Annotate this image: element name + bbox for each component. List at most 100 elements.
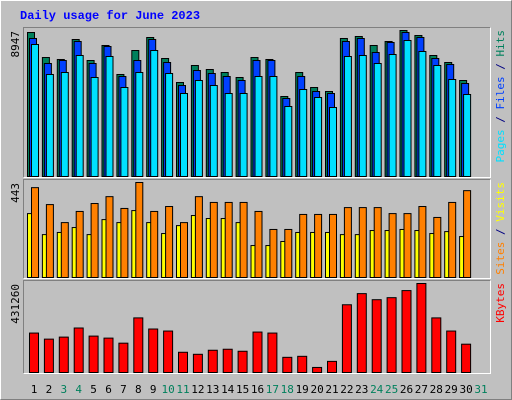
bar bbox=[388, 54, 397, 177]
bar bbox=[373, 207, 382, 278]
bar bbox=[148, 328, 159, 374]
bar bbox=[267, 332, 278, 374]
legend-entry: KBytes bbox=[494, 283, 507, 323]
bar bbox=[60, 222, 69, 278]
x-tick-label: 5 bbox=[90, 383, 97, 396]
bar bbox=[224, 201, 233, 279]
bar bbox=[194, 79, 203, 177]
legend-entry: Sites bbox=[494, 242, 507, 275]
panel-frame-dark bbox=[23, 27, 491, 178]
legend-separator: / bbox=[494, 57, 507, 77]
bar bbox=[133, 317, 144, 373]
bar bbox=[358, 207, 367, 278]
bar bbox=[45, 204, 54, 279]
x-tick-label: 18 bbox=[281, 383, 294, 396]
bar bbox=[463, 94, 472, 177]
x-tick-label: 29 bbox=[445, 383, 458, 396]
bar bbox=[165, 206, 174, 278]
bar bbox=[120, 86, 129, 177]
x-tick-label: 23 bbox=[355, 383, 368, 396]
bar bbox=[163, 330, 174, 373]
chart-title: Daily usage for June 2023 bbox=[20, 9, 200, 23]
x-tick-label: 17 bbox=[266, 383, 279, 396]
x-tick-label: 10 bbox=[161, 383, 174, 396]
x-tick-label: 8 bbox=[135, 383, 142, 396]
legend: Sites / Visits bbox=[494, 182, 507, 275]
bar bbox=[433, 65, 442, 177]
panel-frame-dark bbox=[23, 179, 491, 279]
bar bbox=[239, 93, 248, 177]
y-tick-label: 431260 bbox=[9, 284, 22, 324]
bar bbox=[31, 187, 39, 278]
panel-frame-dark bbox=[23, 280, 491, 374]
bar bbox=[31, 44, 39, 178]
x-tick-label: 11 bbox=[176, 383, 189, 396]
legend-separator: / bbox=[494, 222, 507, 242]
bar bbox=[461, 343, 472, 374]
bar bbox=[446, 330, 457, 373]
bar bbox=[356, 293, 367, 373]
x-tick-label: 3 bbox=[60, 383, 67, 396]
x-tick-label: 30 bbox=[459, 383, 472, 396]
bar bbox=[254, 76, 263, 177]
bar bbox=[45, 73, 54, 177]
bar bbox=[341, 304, 352, 374]
bar bbox=[224, 93, 233, 177]
bar bbox=[118, 342, 129, 373]
bar bbox=[58, 336, 69, 374]
x-tick-label: 31 bbox=[474, 383, 487, 396]
x-tick-label: 9 bbox=[150, 383, 157, 396]
bar bbox=[165, 72, 174, 177]
bar bbox=[269, 228, 278, 278]
panel-frame-light bbox=[23, 27, 491, 178]
bar bbox=[254, 210, 263, 278]
bar bbox=[105, 196, 114, 279]
bar bbox=[237, 350, 248, 373]
bar bbox=[343, 207, 352, 278]
bar bbox=[327, 360, 337, 374]
legend-entry: Files bbox=[494, 76, 507, 109]
bar bbox=[297, 355, 308, 374]
legend-entry: Pages bbox=[494, 129, 507, 162]
bar bbox=[299, 89, 308, 177]
x-tick-label: 26 bbox=[400, 383, 413, 396]
bar bbox=[29, 332, 39, 374]
bar bbox=[180, 222, 188, 278]
bar bbox=[433, 216, 442, 278]
x-tick-label: 6 bbox=[105, 383, 112, 396]
x-tick-label: 27 bbox=[415, 383, 428, 396]
bar bbox=[150, 50, 159, 178]
bar bbox=[463, 190, 472, 278]
x-tick-label: 28 bbox=[430, 383, 443, 396]
bar bbox=[105, 55, 114, 178]
bar bbox=[373, 62, 382, 177]
bar bbox=[239, 201, 248, 279]
panel-frames bbox=[23, 27, 491, 374]
x-tick-label: 21 bbox=[325, 383, 338, 396]
x-tick-label: 7 bbox=[120, 383, 127, 396]
bar bbox=[209, 85, 218, 177]
bar bbox=[431, 317, 442, 373]
y-tick-label: 443 bbox=[9, 183, 22, 203]
bar bbox=[448, 201, 457, 279]
bar bbox=[418, 51, 427, 177]
bar bbox=[329, 107, 337, 177]
x-tick-label: 25 bbox=[385, 383, 398, 396]
bar bbox=[329, 213, 337, 278]
bar bbox=[178, 351, 188, 374]
legend-entry: Visits bbox=[494, 182, 507, 222]
bar bbox=[401, 290, 412, 373]
bar bbox=[120, 207, 129, 278]
legend: Pages / Files / Hits bbox=[494, 30, 507, 163]
bar bbox=[75, 210, 84, 278]
legend: KBytes bbox=[494, 283, 507, 323]
x-tick-label: 19 bbox=[296, 383, 309, 396]
bar bbox=[43, 338, 54, 373]
x-tick-label: 15 bbox=[236, 383, 249, 396]
panel-frame-light bbox=[23, 280, 491, 374]
bar bbox=[314, 97, 323, 177]
bar bbox=[73, 327, 84, 374]
x-tick-label: 2 bbox=[46, 383, 53, 396]
x-tick-label: 22 bbox=[340, 383, 353, 396]
